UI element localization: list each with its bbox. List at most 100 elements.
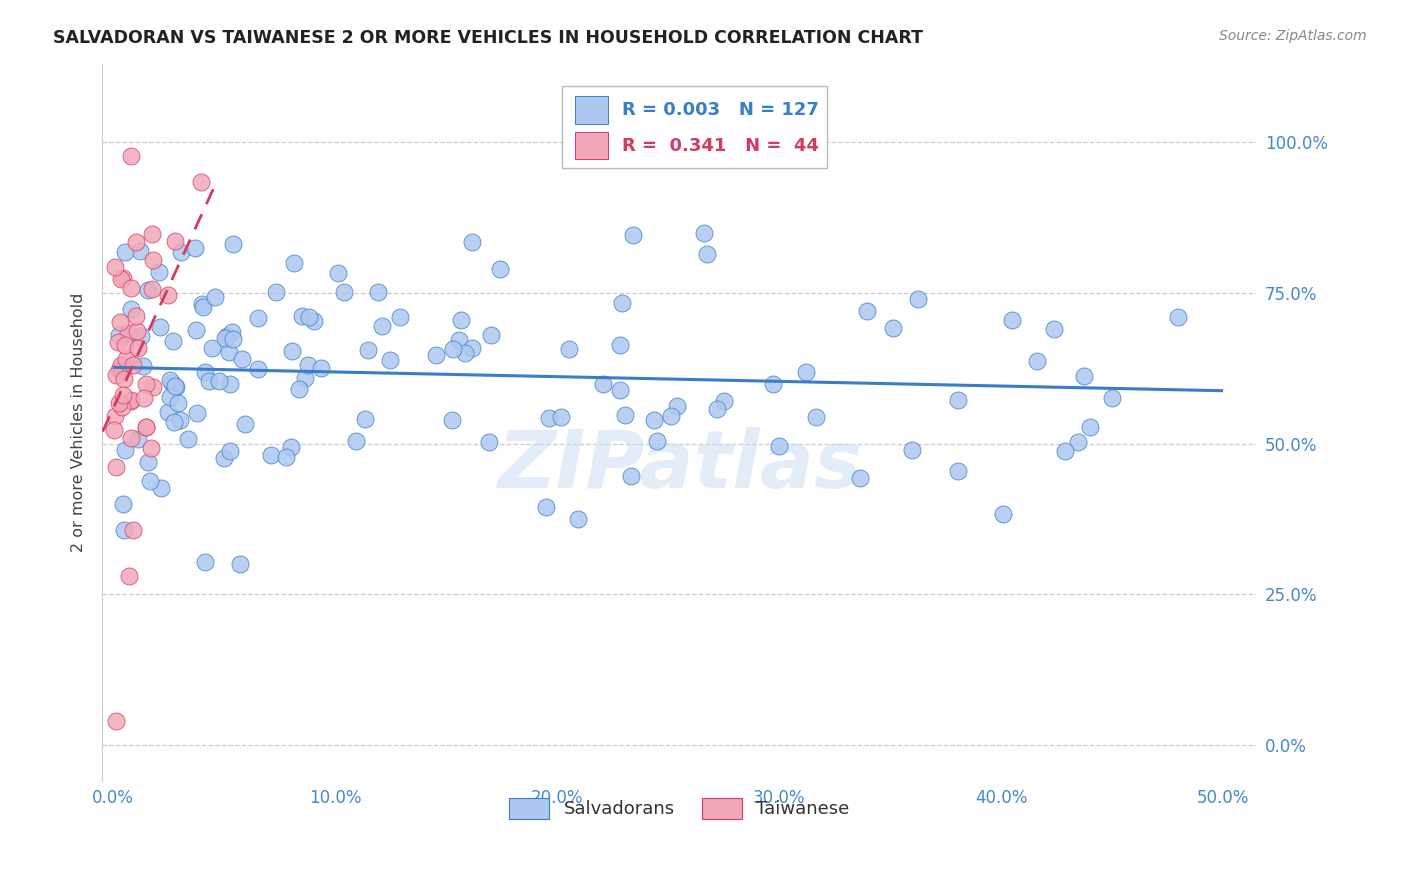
Point <box>159 373 181 387</box>
Point <box>111 270 134 285</box>
Point <box>186 406 208 420</box>
Point <box>567 512 589 526</box>
Point <box>141 227 163 242</box>
Point <box>103 423 125 437</box>
Point <box>115 351 138 366</box>
Point <box>112 387 135 401</box>
Point <box>609 338 631 352</box>
Point <box>291 309 314 323</box>
Point <box>450 313 472 327</box>
Bar <box>575 132 607 160</box>
Point <box>454 346 477 360</box>
Point <box>1054 444 1077 458</box>
Point <box>1078 419 1101 434</box>
Point <box>222 237 245 252</box>
Point <box>108 363 131 377</box>
Point <box>165 234 187 248</box>
Point <box>713 393 735 408</box>
Point <box>643 412 665 426</box>
Point <box>141 282 163 296</box>
Point <box>159 390 181 404</box>
Point <box>647 434 669 449</box>
Point <box>148 265 170 279</box>
Point <box>122 358 145 372</box>
Point <box>354 411 377 425</box>
Point <box>184 240 207 254</box>
Point <box>103 409 125 424</box>
Point <box>479 328 502 343</box>
Point <box>127 324 149 338</box>
Point <box>208 374 231 388</box>
Text: Source: ZipAtlas.com: Source: ZipAtlas.com <box>1219 29 1367 44</box>
Point <box>804 410 827 425</box>
Point <box>610 296 633 310</box>
Point <box>849 471 872 485</box>
Point <box>276 450 298 464</box>
Point <box>489 262 512 277</box>
Point <box>170 245 193 260</box>
Point <box>264 285 287 300</box>
Point <box>1066 434 1088 449</box>
Point <box>907 292 929 306</box>
Point <box>127 433 149 447</box>
Point <box>620 468 643 483</box>
Point <box>118 569 141 583</box>
Point <box>218 376 240 391</box>
Point <box>221 325 243 339</box>
Point <box>333 285 356 300</box>
Point <box>993 507 1015 521</box>
Point <box>157 404 180 418</box>
Point <box>478 434 501 449</box>
Point <box>246 311 269 326</box>
Point <box>112 523 135 537</box>
Point <box>328 266 350 280</box>
Point <box>194 555 217 569</box>
Point <box>948 464 970 478</box>
Point <box>193 300 215 314</box>
Point <box>112 372 135 386</box>
Point <box>461 341 484 355</box>
Point <box>538 411 561 425</box>
Point <box>108 315 131 329</box>
Text: R =  0.341   N =  44: R = 0.341 N = 44 <box>621 136 818 155</box>
Point <box>441 342 464 356</box>
Point <box>135 419 157 434</box>
Point <box>302 314 325 328</box>
Text: ZIPatlas: ZIPatlas <box>496 426 862 505</box>
Point <box>162 334 184 348</box>
Point <box>135 377 157 392</box>
Point <box>112 497 135 511</box>
Point <box>1001 312 1024 326</box>
Point <box>193 365 215 379</box>
Point <box>190 175 212 189</box>
Point <box>125 309 148 323</box>
Point <box>297 358 319 372</box>
Point <box>169 413 191 427</box>
Point <box>214 450 236 465</box>
Point <box>218 344 240 359</box>
Point <box>120 149 142 163</box>
Point <box>1026 354 1049 368</box>
Point <box>440 413 463 427</box>
Point <box>165 378 187 392</box>
Point <box>134 391 156 405</box>
Point <box>592 377 614 392</box>
Point <box>129 329 152 343</box>
Point <box>136 284 159 298</box>
Point <box>762 376 785 391</box>
Point <box>259 448 281 462</box>
Point <box>127 341 149 355</box>
Point <box>1167 310 1189 324</box>
Point <box>219 443 242 458</box>
Bar <box>575 96 607 124</box>
Point <box>104 260 127 274</box>
Point <box>229 557 252 571</box>
Point <box>110 272 132 286</box>
Point <box>108 396 131 410</box>
Point <box>287 382 309 396</box>
Point <box>280 440 302 454</box>
Point <box>901 443 924 458</box>
Point <box>371 318 394 333</box>
Point <box>706 401 728 416</box>
Point <box>550 409 572 424</box>
